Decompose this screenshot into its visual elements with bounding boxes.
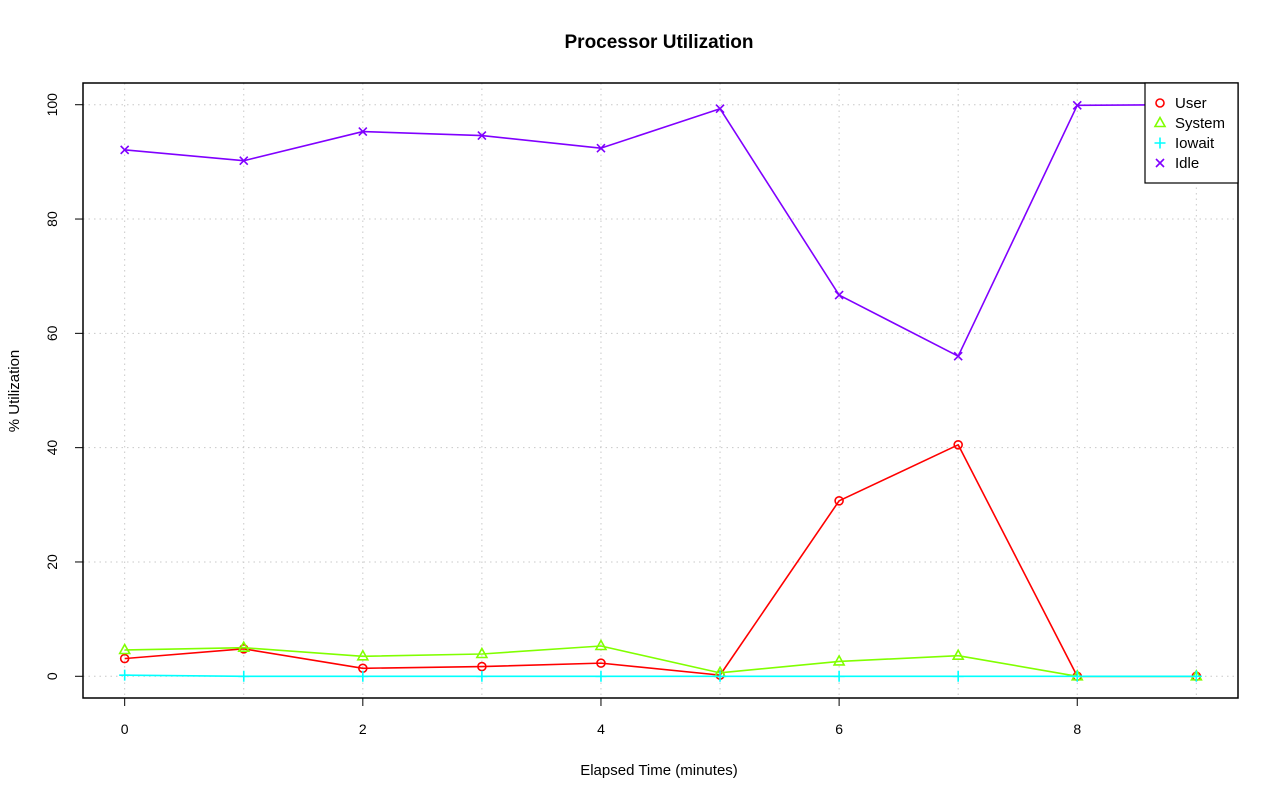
grid-lines	[83, 83, 1238, 698]
data-point-iowait	[357, 670, 369, 682]
x-axis-title: Elapsed Time (minutes)	[580, 762, 738, 779]
legend-label-system: System	[1175, 115, 1225, 132]
data-point-iowait	[1190, 670, 1202, 682]
data-point-system	[475, 646, 489, 659]
x-tick-label: 2	[359, 721, 367, 737]
data-point-system	[237, 640, 251, 653]
data-point-iowait	[595, 670, 607, 682]
data-point-idle	[1072, 100, 1082, 110]
x-tick-label: 8	[1073, 721, 1081, 737]
legend-label-iowait: Iowait	[1175, 135, 1215, 152]
plot-frame	[82, 82, 1239, 699]
data-point-user	[477, 661, 487, 672]
data-point-iowait	[714, 670, 726, 682]
series-line-user	[124, 443, 1197, 678]
series-line-system	[124, 645, 1197, 678]
legend-marker-idle	[1155, 158, 1165, 168]
chart-title: Processor Utilization	[565, 32, 754, 53]
data-point-idle	[239, 156, 249, 166]
y-tick-label: 80	[44, 211, 60, 227]
data-point-system	[832, 654, 846, 666]
data-point-idle	[120, 145, 130, 155]
data-point-user	[596, 658, 606, 668]
x-tick-label: 0	[121, 721, 129, 737]
y-tick-label: 40	[44, 440, 60, 456]
data-point-iowait	[119, 669, 131, 681]
series-line-idle	[124, 103, 1197, 358]
data-point-idle	[834, 290, 844, 300]
data-point-user	[834, 496, 844, 506]
series-line-iowait	[124, 674, 1197, 678]
y-axis-title: % Utilization	[6, 350, 23, 433]
legend: User System Iowait Idle	[1144, 82, 1239, 184]
data-point-iowait	[476, 670, 488, 682]
data-point-user	[119, 653, 130, 664]
data-point-system	[356, 649, 370, 661]
data-point-system	[594, 638, 608, 651]
data-point-user	[953, 439, 963, 450]
y-tick-label: 0	[44, 672, 60, 680]
x-tick-label: 4	[597, 721, 605, 737]
data-point-iowait	[952, 670, 964, 682]
data-point-iowait	[238, 670, 250, 682]
data-point-idle	[477, 131, 487, 141]
y-tick-label: 100	[44, 93, 60, 117]
legend-label-user: User	[1175, 95, 1207, 112]
legend-marker-user	[1155, 98, 1165, 108]
data-point-system	[951, 648, 965, 661]
data-point-idle	[596, 143, 606, 153]
data-point-idle	[715, 104, 725, 114]
legend-label-idle: Idle	[1175, 155, 1199, 172]
data-point-idle	[953, 351, 963, 361]
y-tick-label: 20	[44, 554, 60, 570]
data-point-idle	[358, 127, 368, 137]
data-point-iowait	[1071, 670, 1083, 682]
legend-marker-system	[1153, 115, 1167, 128]
legend-marker-iowait	[1154, 137, 1166, 149]
series-lines	[118, 100, 1203, 682]
x-tick-label: 6	[835, 721, 843, 737]
data-point-system	[118, 642, 132, 655]
y-tick-label: 60	[44, 325, 60, 341]
data-point-iowait	[833, 670, 845, 682]
